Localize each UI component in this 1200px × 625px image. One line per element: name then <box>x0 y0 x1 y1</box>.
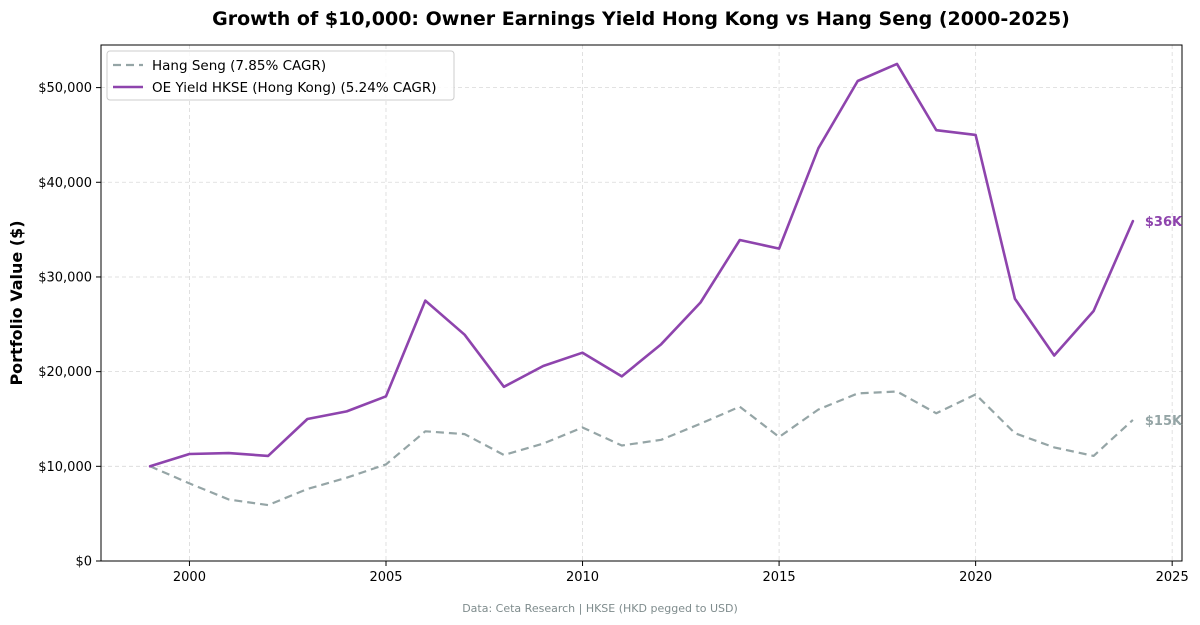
x-tick-label: 2010 <box>566 570 599 585</box>
y-tick-label: $20,000 <box>38 365 92 380</box>
series-end-label-1: $36K <box>1145 215 1183 230</box>
x-tick-label: 2005 <box>369 570 402 585</box>
legend: Hang Seng (7.85% CAGR) OE Yield HKSE (Hon… <box>106 50 455 101</box>
x-tick-label: 2015 <box>763 570 796 585</box>
y-tick-label: $10,000 <box>38 460 92 475</box>
end-labels: $15K $36K <box>1145 215 1183 429</box>
grid <box>101 45 1182 562</box>
x-tick-label: 2025 <box>1156 570 1189 585</box>
series-layer <box>148 62 1135 507</box>
series-end-label-0: $15K <box>1145 414 1183 429</box>
legend-label: OE Yield HKSE (Hong Kong) (5.24% CAGR) <box>152 80 436 96</box>
y-tick-label: $50,000 <box>38 81 92 96</box>
legend-label: Hang Seng (7.85% CAGR) <box>152 58 326 74</box>
series-line-0 <box>149 390 1134 507</box>
plot-area-frame <box>100 44 1183 562</box>
x-tick-label: 2000 <box>173 570 206 585</box>
series-line-1 <box>148 62 1135 468</box>
y-tick-label: $40,000 <box>38 176 92 191</box>
chart-title: Growth of $10,000: Owner Earnings Yield … <box>212 8 1070 30</box>
footnote: Data: Ceta Research | HKSE (HKD pegged t… <box>462 602 738 615</box>
y-axis-label: Portfolio Value ($) <box>7 220 26 385</box>
legend-box <box>106 50 455 101</box>
x-tick-label: 2020 <box>959 570 992 585</box>
axes: 2000 2005 2010 2015 2020 2025 $0 $10,000 $20,000… <box>38 81 1188 585</box>
y-tick-label: $30,000 <box>38 270 92 285</box>
y-tick-label: $0 <box>75 555 92 570</box>
